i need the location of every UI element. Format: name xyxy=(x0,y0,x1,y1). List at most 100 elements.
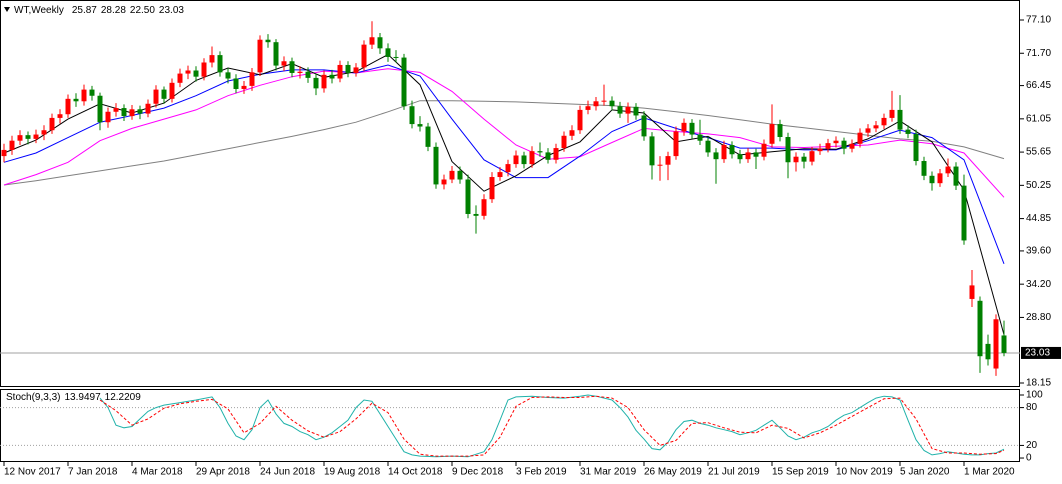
candle-body xyxy=(233,78,239,89)
y-tick-label: 39.60 xyxy=(1026,246,1051,257)
candle-body xyxy=(9,140,15,150)
price-label-box xyxy=(1021,346,1061,359)
candle-body xyxy=(793,156,799,163)
candle-body xyxy=(585,106,591,110)
candle-body xyxy=(681,122,687,132)
candle-body xyxy=(481,199,487,216)
candle-body xyxy=(713,152,719,160)
candle-body xyxy=(185,70,191,74)
candle-body xyxy=(961,185,967,241)
ohlc-label: 23.03 xyxy=(159,5,184,16)
candle-body xyxy=(513,155,519,165)
candle-body xyxy=(817,148,823,152)
main-panel-frame xyxy=(0,0,1020,387)
candle-body xyxy=(889,109,895,118)
candle-body xyxy=(785,137,791,163)
candle-body xyxy=(905,129,911,134)
candle-body xyxy=(17,135,23,141)
x-tick-label: 12 Nov 2017 xyxy=(4,467,61,478)
candle-body xyxy=(217,55,223,73)
candle-body xyxy=(857,132,863,144)
candle-body xyxy=(249,72,255,86)
y-tick-label: 0 xyxy=(1026,453,1032,464)
candle-body xyxy=(497,172,503,178)
candle-body xyxy=(73,98,79,102)
candle-body xyxy=(321,74,327,89)
candle-body xyxy=(137,109,143,114)
y-tick-label: 34.20 xyxy=(1026,279,1051,290)
candle-body xyxy=(433,146,439,185)
candle-body xyxy=(241,85,247,89)
candle-body xyxy=(537,151,543,153)
candle-body xyxy=(577,109,583,131)
candle-body xyxy=(145,103,151,114)
candle-body xyxy=(33,134,39,139)
x-tick-label: 26 May 2019 xyxy=(644,467,702,478)
candle-body xyxy=(553,148,559,160)
candle-body xyxy=(273,42,279,66)
candle-body xyxy=(25,135,31,139)
candle-body xyxy=(401,57,407,107)
candle-body xyxy=(881,117,887,126)
indicator-value: 13.9497 xyxy=(64,392,101,403)
x-tick-label: 9 Dec 2018 xyxy=(452,467,504,478)
x-tick-label: 21 Jul 2019 xyxy=(708,467,760,478)
candle-body xyxy=(665,156,671,165)
candle-body xyxy=(609,100,615,107)
candle-body xyxy=(257,39,263,73)
candle-body xyxy=(417,124,423,127)
candle-body xyxy=(993,319,999,369)
candle-body xyxy=(721,145,727,160)
candle-body xyxy=(113,108,119,112)
candle-body xyxy=(809,151,815,162)
indicator-title: Stoch(9,3,3) xyxy=(6,392,60,403)
candle-body xyxy=(873,125,879,129)
candle-body xyxy=(505,164,511,173)
candle-body xyxy=(489,177,495,200)
candle-body xyxy=(529,151,535,165)
candle-body xyxy=(777,124,783,138)
candle-body xyxy=(625,106,631,114)
candle-body xyxy=(921,161,927,176)
candle-body xyxy=(1001,335,1007,353)
x-tick-label: 24 Jun 2018 xyxy=(260,467,315,478)
candle-body xyxy=(289,61,295,73)
candle-body xyxy=(57,114,63,118)
candle-body xyxy=(377,37,383,49)
y-tick-label: 20 xyxy=(1026,440,1038,451)
y-tick-label: 77.10 xyxy=(1026,15,1051,26)
series-line xyxy=(3,68,1005,198)
x-tick-label: 1 Mar 2020 xyxy=(964,467,1015,478)
candle-body xyxy=(265,39,271,43)
y-tick-label: 100 xyxy=(1026,390,1043,401)
candle-body xyxy=(945,166,951,174)
stoch-panel-frame xyxy=(0,389,1020,462)
series-line xyxy=(99,394,1005,458)
ohlc-label: 28.28 xyxy=(101,5,126,16)
candle-body xyxy=(937,173,943,184)
dropdown-icon xyxy=(4,7,10,12)
candle-body xyxy=(89,89,95,96)
candle-body xyxy=(81,89,87,102)
y-tick-label: 50.25 xyxy=(1026,180,1051,191)
y-tick-label: 18.15 xyxy=(1026,378,1051,389)
candle-body xyxy=(601,100,607,102)
candle-body xyxy=(49,117,55,131)
candle-body xyxy=(593,101,599,107)
candle-body xyxy=(737,154,743,160)
candle-body xyxy=(561,135,567,149)
candle-body xyxy=(393,56,399,58)
y-tick-label: 61.05 xyxy=(1026,113,1051,124)
chart-header: WT,Weekly 25.87 28.28 22.50 23.03 xyxy=(14,5,184,16)
ohlc-label: 22.50 xyxy=(130,5,155,16)
candle-body xyxy=(193,70,199,77)
candle-body xyxy=(617,106,623,114)
candle-body xyxy=(849,143,855,149)
candle-body xyxy=(305,71,311,78)
y-tick-label: 71.70 xyxy=(1026,48,1051,59)
candle-body xyxy=(657,164,663,166)
candle-body xyxy=(1,149,7,157)
indicator-header: Stoch(9,3,3) 13.9497 12.2209 xyxy=(6,392,141,403)
series-line xyxy=(3,100,1005,186)
candle-body xyxy=(569,130,575,136)
